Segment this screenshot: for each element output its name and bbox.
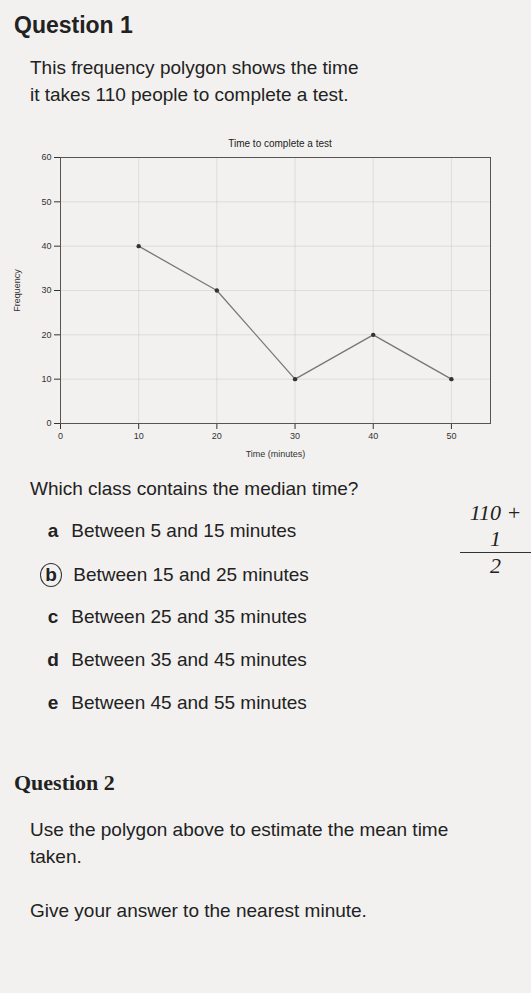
html-text:2: 2 — [490, 553, 501, 578]
svg-text:40: 40 — [368, 431, 378, 441]
svg-text:Frequency: Frequency — [12, 269, 22, 312]
html-text:Use the polygon above to estim: Use the polygon above to estimate the me… — [30, 819, 449, 867]
svg-text:20: 20 — [41, 330, 51, 340]
svg-text:50: 50 — [41, 197, 51, 207]
html-text:Question 1: Question 1 — [14, 12, 133, 38]
svg-text:50: 50 — [446, 431, 456, 441]
svg-text:Time (minutes): Time (minutes) — [246, 449, 306, 459]
html-text:c Between 25 and 35 minutes: c Between 25 and 35 minutes — [47, 606, 307, 627]
svg-text:20: 20 — [212, 431, 222, 441]
html-text:This frequency polygon shows t: This frequency polygon shows the time it… — [30, 57, 359, 105]
svg-text:10: 10 — [41, 374, 51, 384]
html-text:d Between 35 and 45 minutes: d Between 35 and 45 minutes — [47, 649, 307, 670]
html-text:110 + 1: 110 + 1 — [469, 500, 522, 551]
html-text:Give your answer to the neares: Give your answer to the nearest minute. — [30, 900, 367, 921]
html-text:Time to complete a test: Time to complete a test — [228, 138, 332, 149]
html-text:a Between 5 and 15 minutes: a Between 5 and 15 minutes — [47, 520, 297, 541]
html-text:e Between 45 and 55 minutes: e Between 45 and 55 minutes — [47, 692, 307, 713]
svg-text:30: 30 — [290, 431, 300, 441]
svg-text:0: 0 — [46, 418, 51, 428]
svg-text:40: 40 — [41, 241, 51, 251]
svg-text:10: 10 — [134, 431, 144, 441]
svg-text:30: 30 — [41, 285, 51, 295]
html-text:b: b — [45, 564, 57, 585]
html-text:Question 2: Question 2 — [14, 770, 115, 795]
svg-text:60: 60 — [41, 152, 51, 162]
svg-text:0: 0 — [58, 431, 63, 441]
html-text:Between 15 and 25 minutes: Between 15 and 25 minutes — [68, 564, 309, 585]
html-text:Which class contains the media: Which class contains the median time? — [30, 478, 359, 499]
